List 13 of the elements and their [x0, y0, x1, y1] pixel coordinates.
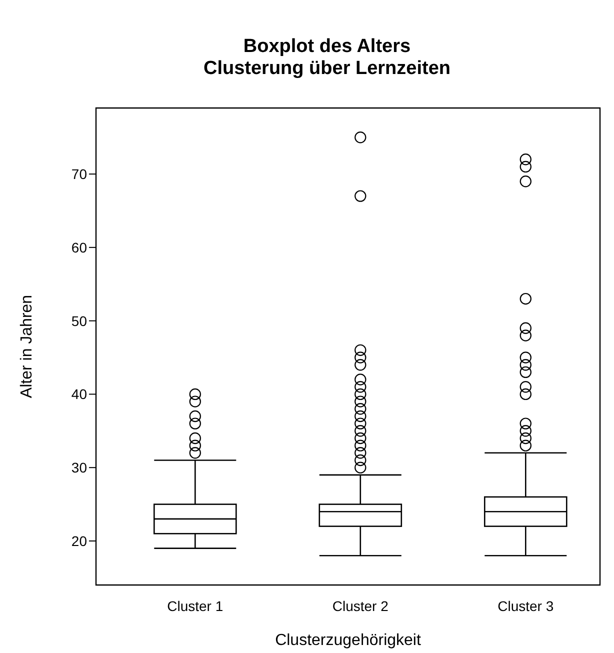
y-axis-title: Alter in Jahren — [18, 294, 36, 398]
chart-subtitle: Clusterung über Lernzeiten — [202, 58, 452, 80]
y-tick-label: 60 — [71, 239, 88, 256]
x-axis-title: Clusterzugehörigkeit — [275, 632, 422, 649]
y-tick-label: 50 — [71, 312, 88, 329]
x-tick-label: Cluster 1 — [167, 598, 224, 614]
y-tick-label: 30 — [71, 460, 88, 476]
chart-title: Boxplot des Alters — [242, 35, 412, 58]
y-tick-label: 20 — [71, 532, 88, 549]
x-tick-label: Cluster 3 — [498, 598, 554, 614]
y-tick-label: 70 — [71, 166, 88, 182]
x-tick-label: Cluster 2 — [332, 598, 389, 614]
y-tick-label: 40 — [71, 386, 88, 402]
